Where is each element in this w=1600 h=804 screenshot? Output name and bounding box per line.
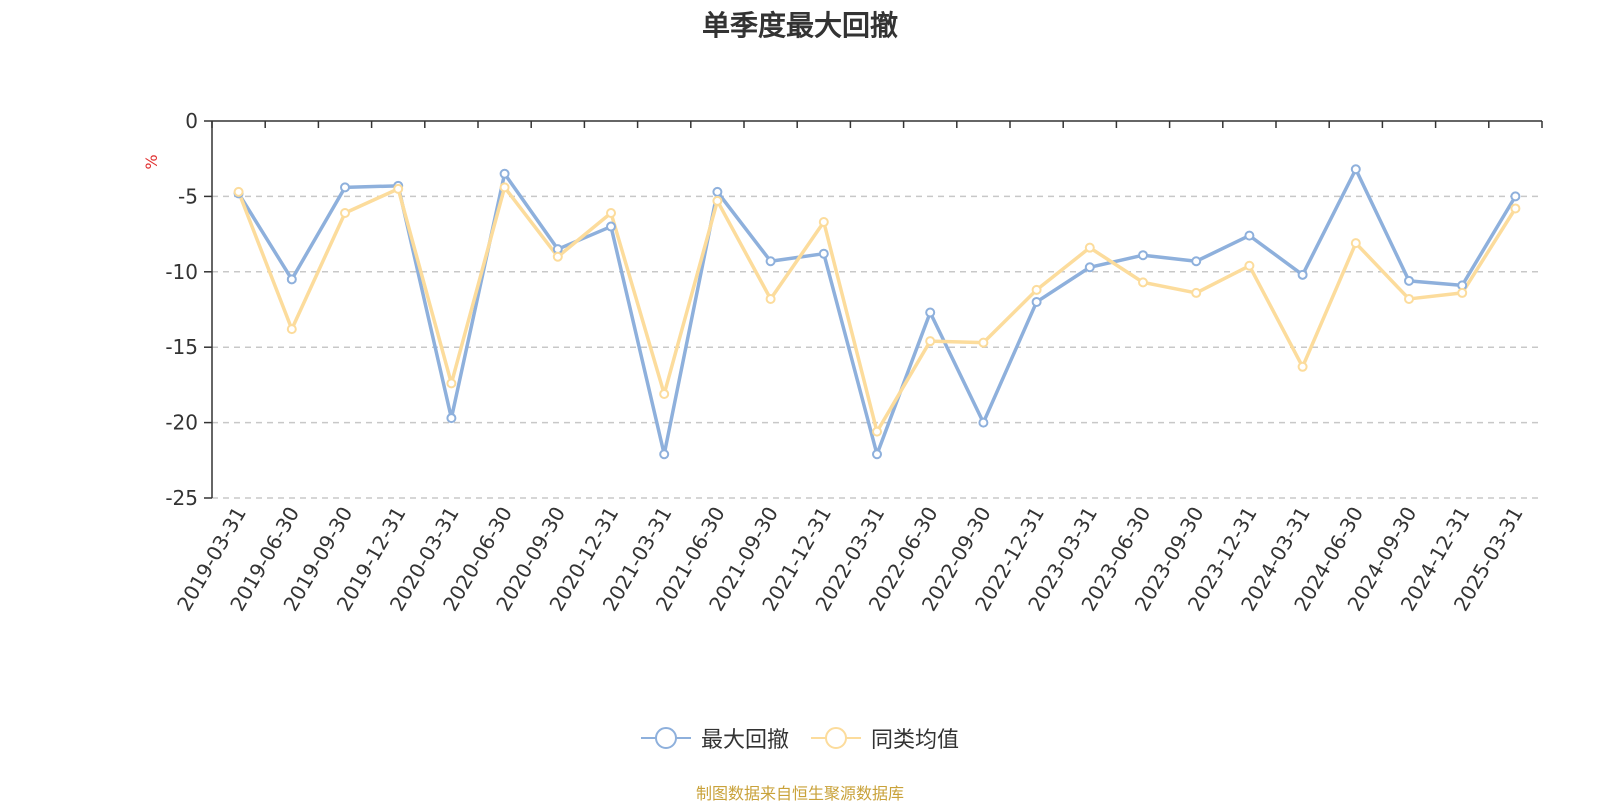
data-point — [340, 207, 350, 218]
data-point — [978, 337, 989, 348]
y-axis-unit: % — [142, 154, 161, 169]
data-point — [659, 449, 670, 460]
data-point — [818, 248, 829, 259]
y-tick-label: -25 — [165, 486, 198, 510]
data-point — [659, 388, 670, 399]
data-point — [1404, 293, 1414, 304]
y-tick-label: 0 — [185, 109, 198, 133]
data-point — [978, 417, 989, 428]
data-point — [1244, 230, 1255, 241]
data-point — [765, 256, 776, 267]
legend-marker-category-avg — [811, 727, 861, 749]
series-lines — [233, 164, 1521, 460]
data-point — [552, 251, 563, 262]
data-point — [1031, 296, 1042, 307]
data-point — [499, 182, 510, 193]
source-note: 制图数据来自恒生聚源数据库 — [695, 784, 904, 803]
y-tick-label: -20 — [165, 411, 198, 435]
data-point — [1191, 287, 1202, 298]
chart-title: 单季度最大回撤 — [701, 9, 898, 42]
line-chart: 0-5-10-15-20-25%2019-03-312019-06-302019… — [142, 109, 1543, 615]
data-point — [233, 186, 244, 197]
data-point — [1510, 191, 1521, 202]
legend-item-max-drawdown[interactable]: 最大回撤 — [640, 722, 789, 754]
data-point — [925, 336, 936, 347]
data-point — [1350, 238, 1361, 249]
data-point — [286, 324, 297, 335]
data-point — [1510, 203, 1521, 214]
series-line — [236, 185, 1517, 434]
data-point — [712, 186, 723, 197]
data-point — [446, 413, 457, 424]
data-point — [765, 293, 776, 304]
y-tick-label: -5 — [178, 184, 198, 208]
legend: 最大回撤 同类均值 — [0, 722, 1600, 754]
data-point — [818, 217, 829, 228]
data-point — [499, 168, 510, 179]
data-point — [393, 183, 404, 194]
legend-marker-max-drawdown — [640, 727, 691, 749]
y-tick-label: -15 — [165, 335, 198, 359]
data-point — [872, 426, 882, 437]
data-point — [1350, 164, 1361, 175]
data-point — [286, 274, 297, 285]
data-point — [1244, 260, 1255, 271]
data-point — [1084, 262, 1095, 273]
axes: 0-5-10-15-20-25%2019-03-312019-06-302019… — [142, 109, 1543, 615]
data-point — [340, 182, 350, 193]
data-point — [1138, 250, 1148, 261]
data-point — [872, 449, 882, 460]
data-point — [1031, 284, 1042, 295]
data-point — [606, 221, 616, 232]
data-point — [712, 195, 723, 206]
data-point — [1457, 287, 1468, 298]
data-point — [1404, 275, 1414, 286]
data-point — [606, 207, 616, 218]
legend-item-category-avg[interactable]: 同类均值 — [811, 722, 959, 754]
legend-label-max-drawdown: 最大回撤 — [700, 728, 789, 753]
data-point — [446, 378, 457, 389]
data-point — [1084, 242, 1095, 253]
legend-label-category-avg: 同类均值 — [871, 728, 960, 753]
data-point — [1191, 256, 1202, 267]
data-point — [1297, 361, 1308, 372]
data-point — [1138, 277, 1148, 288]
data-point — [1297, 269, 1308, 280]
data-point — [925, 307, 936, 318]
y-tick-label: -10 — [165, 260, 198, 284]
